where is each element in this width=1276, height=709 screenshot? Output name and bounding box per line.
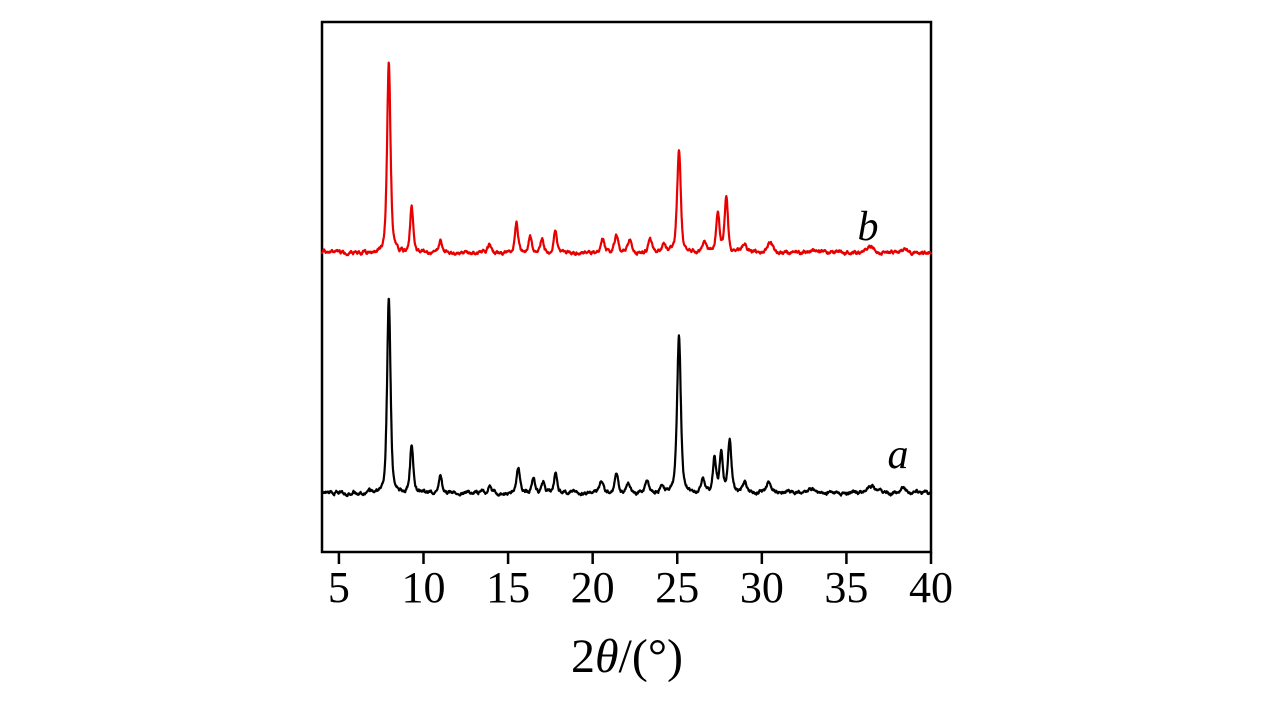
trace-label-a: a [888,432,909,478]
x-tick-label: 25 [655,563,699,612]
x-tick-label: 30 [740,563,784,612]
x-axis-ticks [337,552,933,564]
x-tick-label: 20 [571,563,615,612]
plot-frame [320,20,933,554]
x-axis-tick-labels: 5 10 15 20 25 30 35 40 [328,563,953,612]
x-axis-title-theta: θ [595,630,619,683]
trace-label-b: b [858,204,879,250]
trace-a [320,297,933,498]
x-tick-label: 5 [328,563,350,612]
x-axis-title: 2θ/(°) [571,630,683,683]
x-axis-title-prefix: 2 [571,630,595,683]
trace-b [320,61,933,257]
x-axis-title-suffix: /(°) [619,630,684,683]
x-tick-label: 10 [402,563,446,612]
x-tick-label: 35 [824,563,868,612]
x-tick-label: 40 [909,563,953,612]
x-tick-label: 15 [486,563,530,612]
